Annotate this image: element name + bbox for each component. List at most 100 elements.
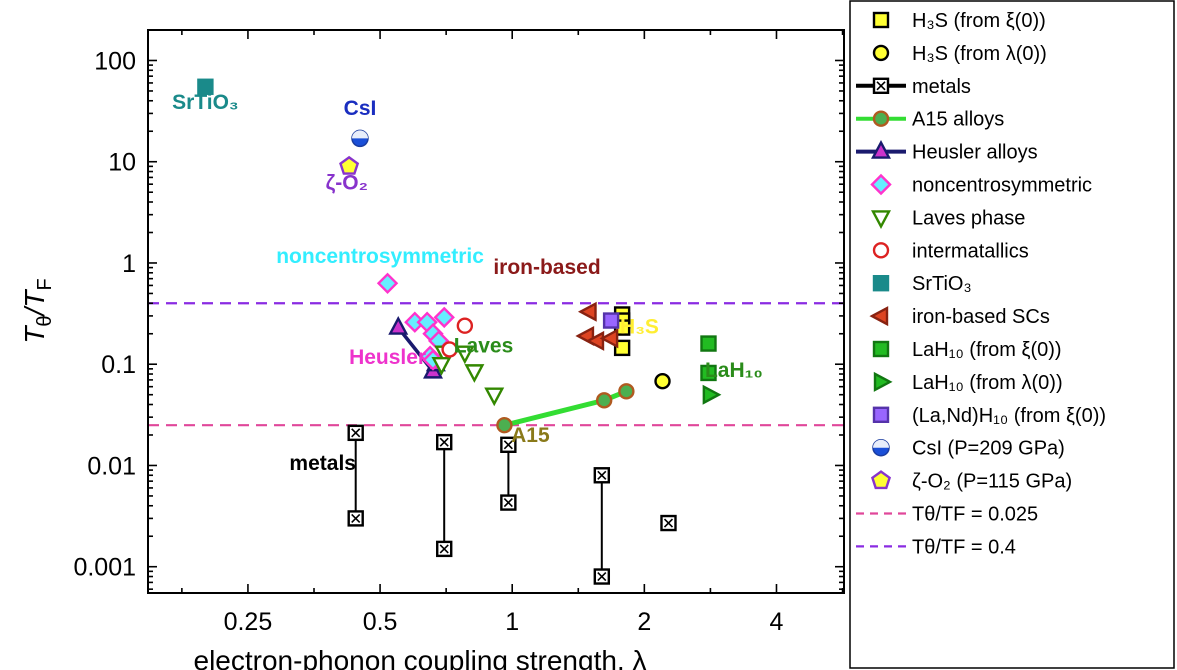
legend-label: SrTiO₃ xyxy=(912,273,972,295)
x-tick-label: 2 xyxy=(637,608,651,636)
series-la-nd-h10-from-0 xyxy=(602,312,620,329)
legend-label: H₃S (from ξ(0)) xyxy=(912,10,1046,32)
series-iron-based-scs-point-1 xyxy=(577,301,597,322)
legend-label: (La,Nd)H₁₀ (from ξ(0)) xyxy=(912,405,1106,427)
legend-marker-shape xyxy=(872,110,890,127)
series-h3s-from-0 xyxy=(654,372,671,390)
legend-label: noncentrosymmetric xyxy=(912,175,1092,197)
legend-marker-cross xyxy=(876,81,886,91)
series-laves-phase-point-5-shape xyxy=(431,357,452,376)
annotation-srtio: SrTiO₃ xyxy=(172,91,239,114)
series-noncentrosymmetric-point-4-shape xyxy=(433,306,455,329)
legend-marker xyxy=(872,11,890,29)
series-iron-based-scs-point-3 xyxy=(585,330,605,351)
series-metals-point-1-2-cross xyxy=(351,513,361,523)
y-tick-label: 1 xyxy=(122,250,136,278)
legend-entry-7: Laves phase xyxy=(871,207,1025,229)
axes: 0.25 0.5 1 2 4 0.001 0.01 0.1 1 10 100 electron-pho… xyxy=(19,29,844,670)
legend-marker xyxy=(872,406,890,423)
series-lah10-from-0 xyxy=(702,384,722,405)
legend-label: iron-based SCs xyxy=(912,306,1050,328)
series-metals-point-1-2 xyxy=(347,510,364,527)
legend-marker-shape xyxy=(870,470,892,490)
series-iron-based-scs xyxy=(575,301,619,351)
series-laves-phase-point-2-shape xyxy=(454,345,475,365)
series-metals-point-2-2 xyxy=(436,540,453,558)
plot-frame xyxy=(147,29,845,594)
annotation-lah: LaH₁₀ xyxy=(705,359,763,382)
legend-marker-shape xyxy=(872,406,890,423)
legend-entry-14: CsI (P=209 GPa) xyxy=(872,438,1065,460)
legend-marker xyxy=(869,306,889,327)
annotation-laves: Laves xyxy=(454,335,514,358)
series-lah10-from-0-point-1-shape xyxy=(700,335,717,352)
legend-marker-shape xyxy=(871,210,891,229)
series-metals-point-3-1-cross xyxy=(503,440,513,450)
series-h3s-from-0-point-4-shape xyxy=(613,339,631,357)
legend-entry-17: Tθ/TF = 0.4 xyxy=(856,536,1016,558)
legend-marker-shape xyxy=(872,275,890,292)
legend-marker-shape xyxy=(872,340,890,358)
series-heusler-alloys-point-1 xyxy=(388,316,409,335)
legend-marker xyxy=(872,242,890,259)
legend-marker xyxy=(871,210,891,229)
series-metals-point-2-1-cross xyxy=(439,437,449,447)
legend-label: LaH₁₀ (from ξ(0)) xyxy=(912,339,1062,361)
series-laves-phase-point-5 xyxy=(431,357,452,376)
legend-marker xyxy=(871,140,891,159)
annotation-iron-based: iron-based xyxy=(493,256,600,279)
legend-label: Heusler alloys xyxy=(912,142,1038,164)
series-noncentrosymmetric-point-1 xyxy=(376,272,399,294)
legend-marker xyxy=(872,110,890,127)
y-tick-label: 100 xyxy=(94,48,136,76)
series-h3s-from-0-point-1-shape xyxy=(654,372,671,390)
legend-label: A15 alloys xyxy=(912,109,1004,131)
series-heusler-alloys-point-1-shape xyxy=(388,316,409,335)
series-intermatallics-point-1-shape xyxy=(456,317,474,334)
y-tick-label: 10 xyxy=(108,149,136,177)
series-o2-p-115-gpa-point-1 xyxy=(339,155,360,175)
series-a15-alloys-point-3-shape xyxy=(618,383,635,400)
legend-marker xyxy=(872,340,890,358)
y-axis-title: Tθ/TF xyxy=(19,278,56,343)
annotation-csi: CsI xyxy=(344,97,377,120)
series-a15-alloys-point-1 xyxy=(496,416,513,434)
series-metals-point-4-1-cross xyxy=(597,470,607,480)
legend-marker xyxy=(870,173,892,196)
series-la-nd-h10-from-0-point-1-shape xyxy=(602,312,620,329)
legend-marker-highlight xyxy=(873,439,889,448)
legend-label: metals xyxy=(912,76,971,98)
series-iron-based-scs-point-3-shape xyxy=(585,330,605,351)
legend-entry-11: LaH₁₀ (from ξ(0)) xyxy=(872,339,1062,361)
series-metals-point-1-cross xyxy=(663,518,674,528)
legend-label: LaH₁₀ (from λ(0)) xyxy=(912,372,1063,394)
legend-box xyxy=(849,0,1175,669)
series-csi-p-209-gpa xyxy=(351,129,369,148)
x-tick-label: 0.5 xyxy=(363,608,398,636)
legend-entry-1: H₃S (from ξ(0)) xyxy=(872,10,1046,32)
legend-entry-4: A15 alloys xyxy=(856,109,1004,131)
series-noncentrosymmetric-point-4 xyxy=(433,306,455,329)
series-h3s-from-0-point-1 xyxy=(654,372,671,390)
legend-marker-shape xyxy=(872,44,890,62)
series-metals-point-4-2 xyxy=(593,568,611,585)
series-a15-alloys-point-2 xyxy=(595,392,613,409)
legend-entry-6: noncentrosymmetric xyxy=(870,173,1092,197)
annotation-a15: A15 xyxy=(511,424,550,447)
legend-marker xyxy=(872,438,890,457)
annotation-heusler: Heusler xyxy=(349,346,426,369)
legend-entry-12: LaH₁₀ (from λ(0)) xyxy=(873,371,1063,394)
legend-marker xyxy=(870,470,892,490)
legend-marker-shape xyxy=(872,242,890,259)
series-metals xyxy=(347,424,677,585)
x-tick-label: 0.25 xyxy=(224,608,273,636)
legend-entry-13: (La,Nd)H₁₀ (from ξ(0)) xyxy=(872,405,1106,427)
series-laves-phase-point-3-shape xyxy=(464,364,485,383)
series-iron-based-scs-point-4-shape xyxy=(599,328,619,349)
y-tick-label: 0.1 xyxy=(101,351,136,379)
series-intermatallics xyxy=(441,317,474,358)
series-intermatallics-point-1 xyxy=(456,317,474,334)
series-srtio3 xyxy=(197,78,214,95)
legend-label: H₃S (from λ(0)) xyxy=(912,43,1047,65)
legend-label: Laves phase xyxy=(912,207,1025,229)
